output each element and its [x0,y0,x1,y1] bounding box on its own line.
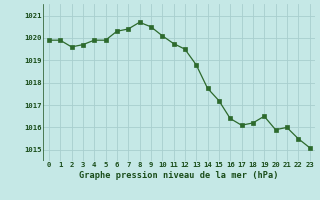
X-axis label: Graphe pression niveau de la mer (hPa): Graphe pression niveau de la mer (hPa) [79,171,279,180]
